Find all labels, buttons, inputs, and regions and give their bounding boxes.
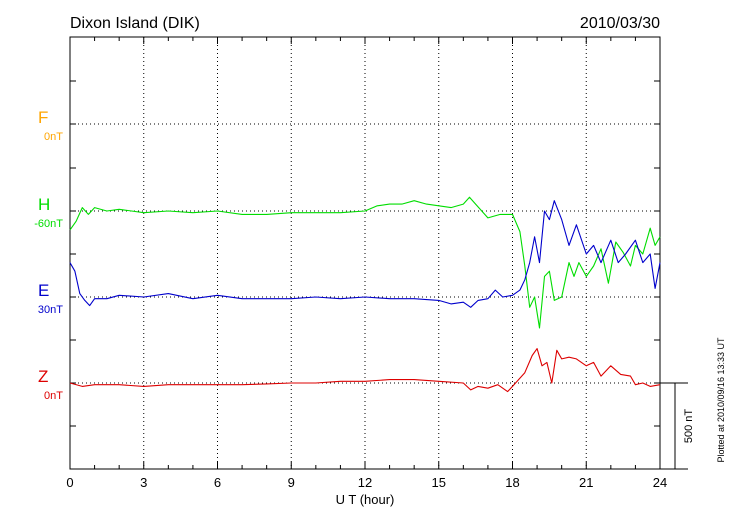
plotted-note: Plotted at 2010/09/16 13:33 UT	[716, 337, 726, 463]
x-tick-label-15: 15	[432, 475, 446, 490]
grid-lines	[70, 37, 660, 469]
scale-bar: 500 nT	[660, 382, 695, 470]
baseline-label-E: 30nT	[38, 304, 63, 316]
series-line-E	[69, 200, 661, 308]
y-tick-marks	[70, 80, 660, 427]
x-axis: 0 3 6 9 12 15 18 21 24	[66, 37, 667, 490]
x-tick-label-9: 9	[288, 475, 295, 490]
component-label-Z: Z	[38, 367, 48, 386]
x-tick-label-0: 0	[66, 475, 73, 490]
chart-date: 2010/03/30	[580, 15, 660, 32]
component-labels: F 0nT H -60nT E 30nT Z 0nT	[34, 108, 63, 402]
x-tick-label-3: 3	[140, 475, 147, 490]
x-tick-label-18: 18	[505, 475, 519, 490]
chart-title: Dixon Island (DIK)	[70, 15, 200, 32]
baseline-label-F: 0nT	[44, 131, 63, 143]
series-lines	[69, 196, 661, 393]
series-line-H	[69, 196, 661, 329]
component-label-E: E	[38, 281, 49, 300]
component-label-H: H	[38, 195, 50, 214]
baseline-label-Z: 0nT	[44, 390, 63, 402]
x-axis-label: U T (hour)	[336, 492, 395, 507]
x-tick-label-24: 24	[653, 475, 667, 490]
x-tick-label-12: 12	[358, 475, 372, 490]
scale-bar-label: 500 nT	[683, 409, 695, 444]
series-line-Z	[69, 348, 661, 393]
x-tick-label-6: 6	[214, 475, 221, 490]
x-tick-label-21: 21	[579, 475, 593, 490]
baseline-label-H: -60nT	[34, 218, 63, 230]
component-label-F: F	[38, 108, 48, 127]
